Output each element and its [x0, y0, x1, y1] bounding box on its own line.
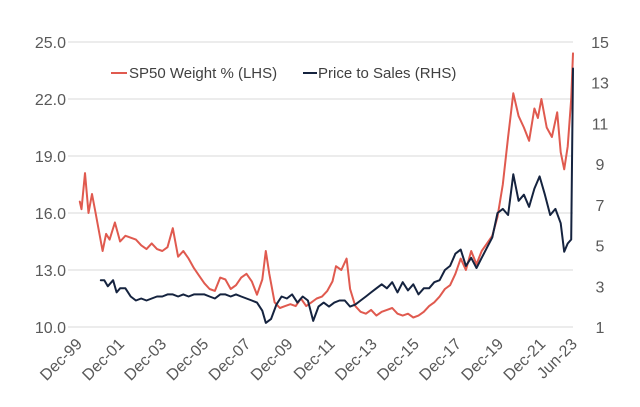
right-tick-label: 7: [596, 198, 605, 215]
x-tick-label: Dec-17: [416, 336, 465, 385]
x-tick-label: Dec-15: [374, 336, 423, 385]
right-tick-label: 9: [596, 157, 605, 174]
right-tick-label: 1: [596, 320, 605, 337]
left-tick-label: 16.0: [35, 206, 66, 223]
x-tick-label: Dec-09: [248, 336, 297, 385]
legend: SP50 Weight % (LHS) Price to Sales (RHS): [111, 65, 456, 82]
x-tick-label: Dec-03: [122, 336, 171, 385]
series-line-sp50-weight: [78, 52, 574, 319]
right-tick-label: 11: [592, 116, 609, 133]
right-tick-label: 13: [591, 76, 609, 93]
right-tick-label: 15: [591, 35, 609, 52]
series-line-price-to-sales: [99, 67, 574, 324]
series-lines: [78, 52, 574, 324]
left-tick-label: 19.0: [35, 149, 66, 166]
x-tick-label: Dec-01: [79, 336, 128, 385]
right-tick-label: 3: [596, 279, 605, 296]
legend-label-sp50-weight: SP50 Weight % (LHS): [129, 65, 277, 82]
x-axis-ticks: Dec-99Dec-01Dec-03Dec-05Dec-07Dec-09Dec-…: [37, 336, 581, 385]
x-tick-label: Dec-99: [37, 336, 86, 385]
x-tick-label: Dec-07: [206, 336, 255, 385]
x-tick-label: Dec-11: [291, 336, 339, 384]
left-tick-label: 13.0: [35, 263, 66, 280]
left-tick-label: 25.0: [35, 35, 66, 52]
x-tick-label: Dec-13: [332, 336, 381, 385]
x-tick-label: Dec-19: [459, 336, 508, 385]
x-tick-label: Dec-05: [164, 336, 213, 385]
left-tick-label: 22.0: [35, 92, 66, 109]
gridlines: [68, 41, 573, 328]
right-tick-label: 5: [596, 239, 605, 256]
legend-label-price-to-sales: Price to Sales (RHS): [318, 65, 456, 82]
left-tick-label: 10.0: [35, 320, 66, 337]
left-axis-ticks: 10.0 13.0 16.0 19.0 22.0 25.0: [35, 35, 66, 337]
